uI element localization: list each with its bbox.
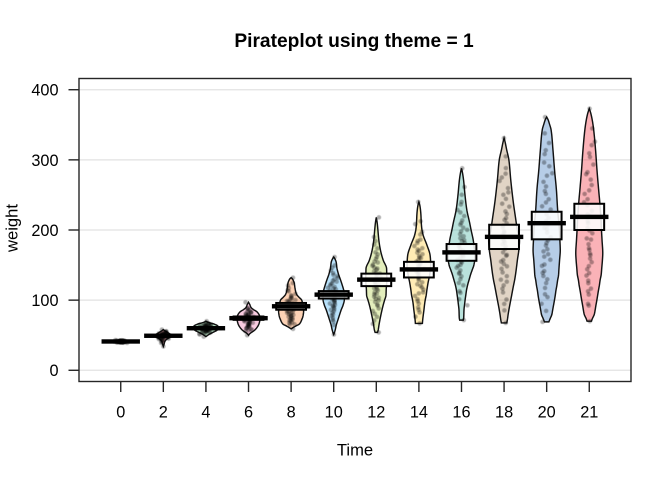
svg-text:21: 21 xyxy=(580,404,598,422)
svg-text:8: 8 xyxy=(287,404,296,422)
svg-text:2: 2 xyxy=(159,404,168,422)
svg-text:200: 200 xyxy=(31,222,58,240)
svg-text:18: 18 xyxy=(495,404,513,422)
svg-text:16: 16 xyxy=(452,404,470,422)
svg-text:400: 400 xyxy=(31,82,58,100)
svg-text:10: 10 xyxy=(325,404,343,422)
svg-text:300: 300 xyxy=(31,152,58,170)
svg-text:0: 0 xyxy=(49,362,58,380)
svg-text:Pirateplot using theme = 1: Pirateplot using theme = 1 xyxy=(234,31,474,52)
svg-text:14: 14 xyxy=(410,404,428,422)
svg-text:12: 12 xyxy=(367,404,385,422)
svg-text:0: 0 xyxy=(116,404,125,422)
svg-text:Time: Time xyxy=(337,441,373,460)
svg-text:weight: weight xyxy=(3,204,22,253)
svg-text:100: 100 xyxy=(31,292,58,310)
svg-text:4: 4 xyxy=(201,404,210,422)
svg-text:6: 6 xyxy=(244,404,253,422)
svg-text:20: 20 xyxy=(538,404,556,422)
